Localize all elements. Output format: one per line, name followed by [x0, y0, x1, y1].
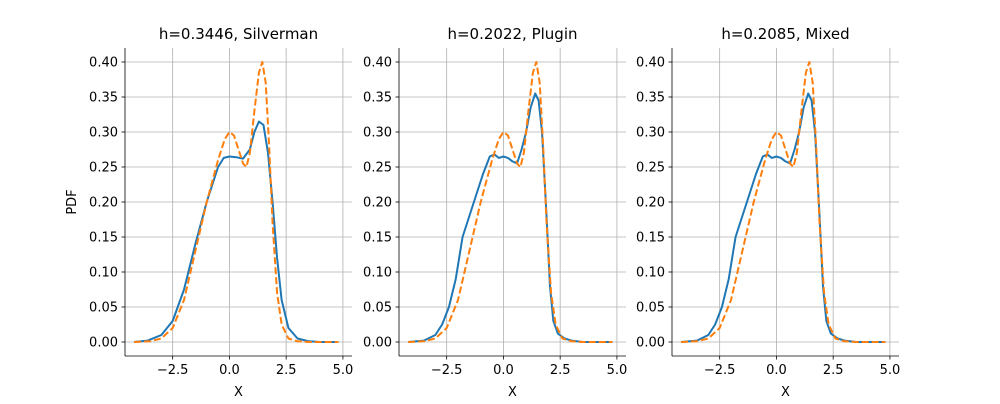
- y-tick-label: 0.40: [89, 56, 118, 71]
- x-tick-label: 0.0: [493, 363, 514, 378]
- y-axis-label: PDF: [65, 189, 80, 214]
- chart-title: h=0.2085, Mixed: [721, 25, 849, 43]
- x-tick-label: −2.5: [431, 363, 463, 378]
- x-axis-label: X: [781, 385, 790, 400]
- y-tick-label: 0.25: [363, 161, 392, 176]
- chart-title: h=0.2022, Plugin: [447, 25, 577, 43]
- x-axis-label: X: [234, 385, 243, 400]
- y-tick-label: 0.30: [89, 126, 118, 141]
- y-tick-label: 0.25: [636, 161, 665, 176]
- series-line-true-density: [681, 61, 886, 343]
- y-tick-label: 0.30: [636, 126, 665, 141]
- y-tick-label: 0.10: [363, 266, 392, 281]
- series-line-true-density: [408, 61, 613, 343]
- y-tick-label: 0.00: [636, 336, 665, 351]
- y-tick-label: 0.35: [636, 91, 665, 106]
- y-tick-label: 0.15: [363, 231, 392, 246]
- chart-panel-3: −2.5 0.0 2.5 5.0 0.00 0.05 0.10 0.15 0.20 0.25 0.3…: [636, 25, 900, 400]
- x-tick-label: 0.0: [766, 363, 787, 378]
- y-tick-label: 0.25: [89, 161, 118, 176]
- x-tick-label: 5.0: [880, 363, 901, 378]
- y-tick-label: 0.35: [89, 91, 118, 106]
- y-tick-label: 0.10: [89, 266, 118, 281]
- y-tick-label: 0.40: [363, 56, 392, 71]
- x-tick-label: −2.5: [157, 363, 189, 378]
- series-line-true-density: [134, 61, 339, 343]
- y-tick-label: 0.20: [363, 196, 392, 211]
- y-tick-label: 0.15: [89, 231, 118, 246]
- series-line-kde-estimate: [680, 92, 886, 343]
- x-tick-label: 2.5: [276, 363, 297, 378]
- y-tick-label: 0.05: [363, 301, 392, 316]
- series-line-kde-estimate: [407, 92, 613, 343]
- y-tick-label: 0.15: [636, 231, 665, 246]
- y-tick-label: 0.30: [363, 126, 392, 141]
- y-tick-label: 0.40: [636, 56, 665, 71]
- x-tick-label: −2.5: [704, 363, 736, 378]
- y-tick-label: 0.20: [636, 196, 665, 211]
- y-tick-label: 0.00: [89, 336, 118, 351]
- chart-title: h=0.3446, Silverman: [159, 25, 318, 43]
- y-tick-label: 0.00: [363, 336, 392, 351]
- x-tick-label: 2.5: [823, 363, 844, 378]
- series-line-kde-estimate: [133, 120, 339, 343]
- y-tick-label: 0.20: [89, 196, 118, 211]
- x-tick-label: 5.0: [333, 363, 354, 378]
- y-tick-label: 0.35: [363, 91, 392, 106]
- chart-panel-2: −2.5 0.0 2.5 5.0 0.00 0.05 0.10 0.15 0.20 0.25 0.3…: [363, 25, 627, 400]
- x-tick-label: 0.0: [219, 363, 240, 378]
- x-axis-label: X: [508, 385, 517, 400]
- x-tick-label: 5.0: [607, 363, 628, 378]
- chart-panel-1: −2.5 0.0 2.5 5.0 0.00 0.05 0.10 0.15 0.20 0.25 0.3…: [65, 25, 353, 400]
- y-tick-label: 0.05: [89, 301, 118, 316]
- y-tick-label: 0.10: [636, 266, 665, 281]
- x-tick-label: 2.5: [550, 363, 571, 378]
- y-tick-label: 0.05: [636, 301, 665, 316]
